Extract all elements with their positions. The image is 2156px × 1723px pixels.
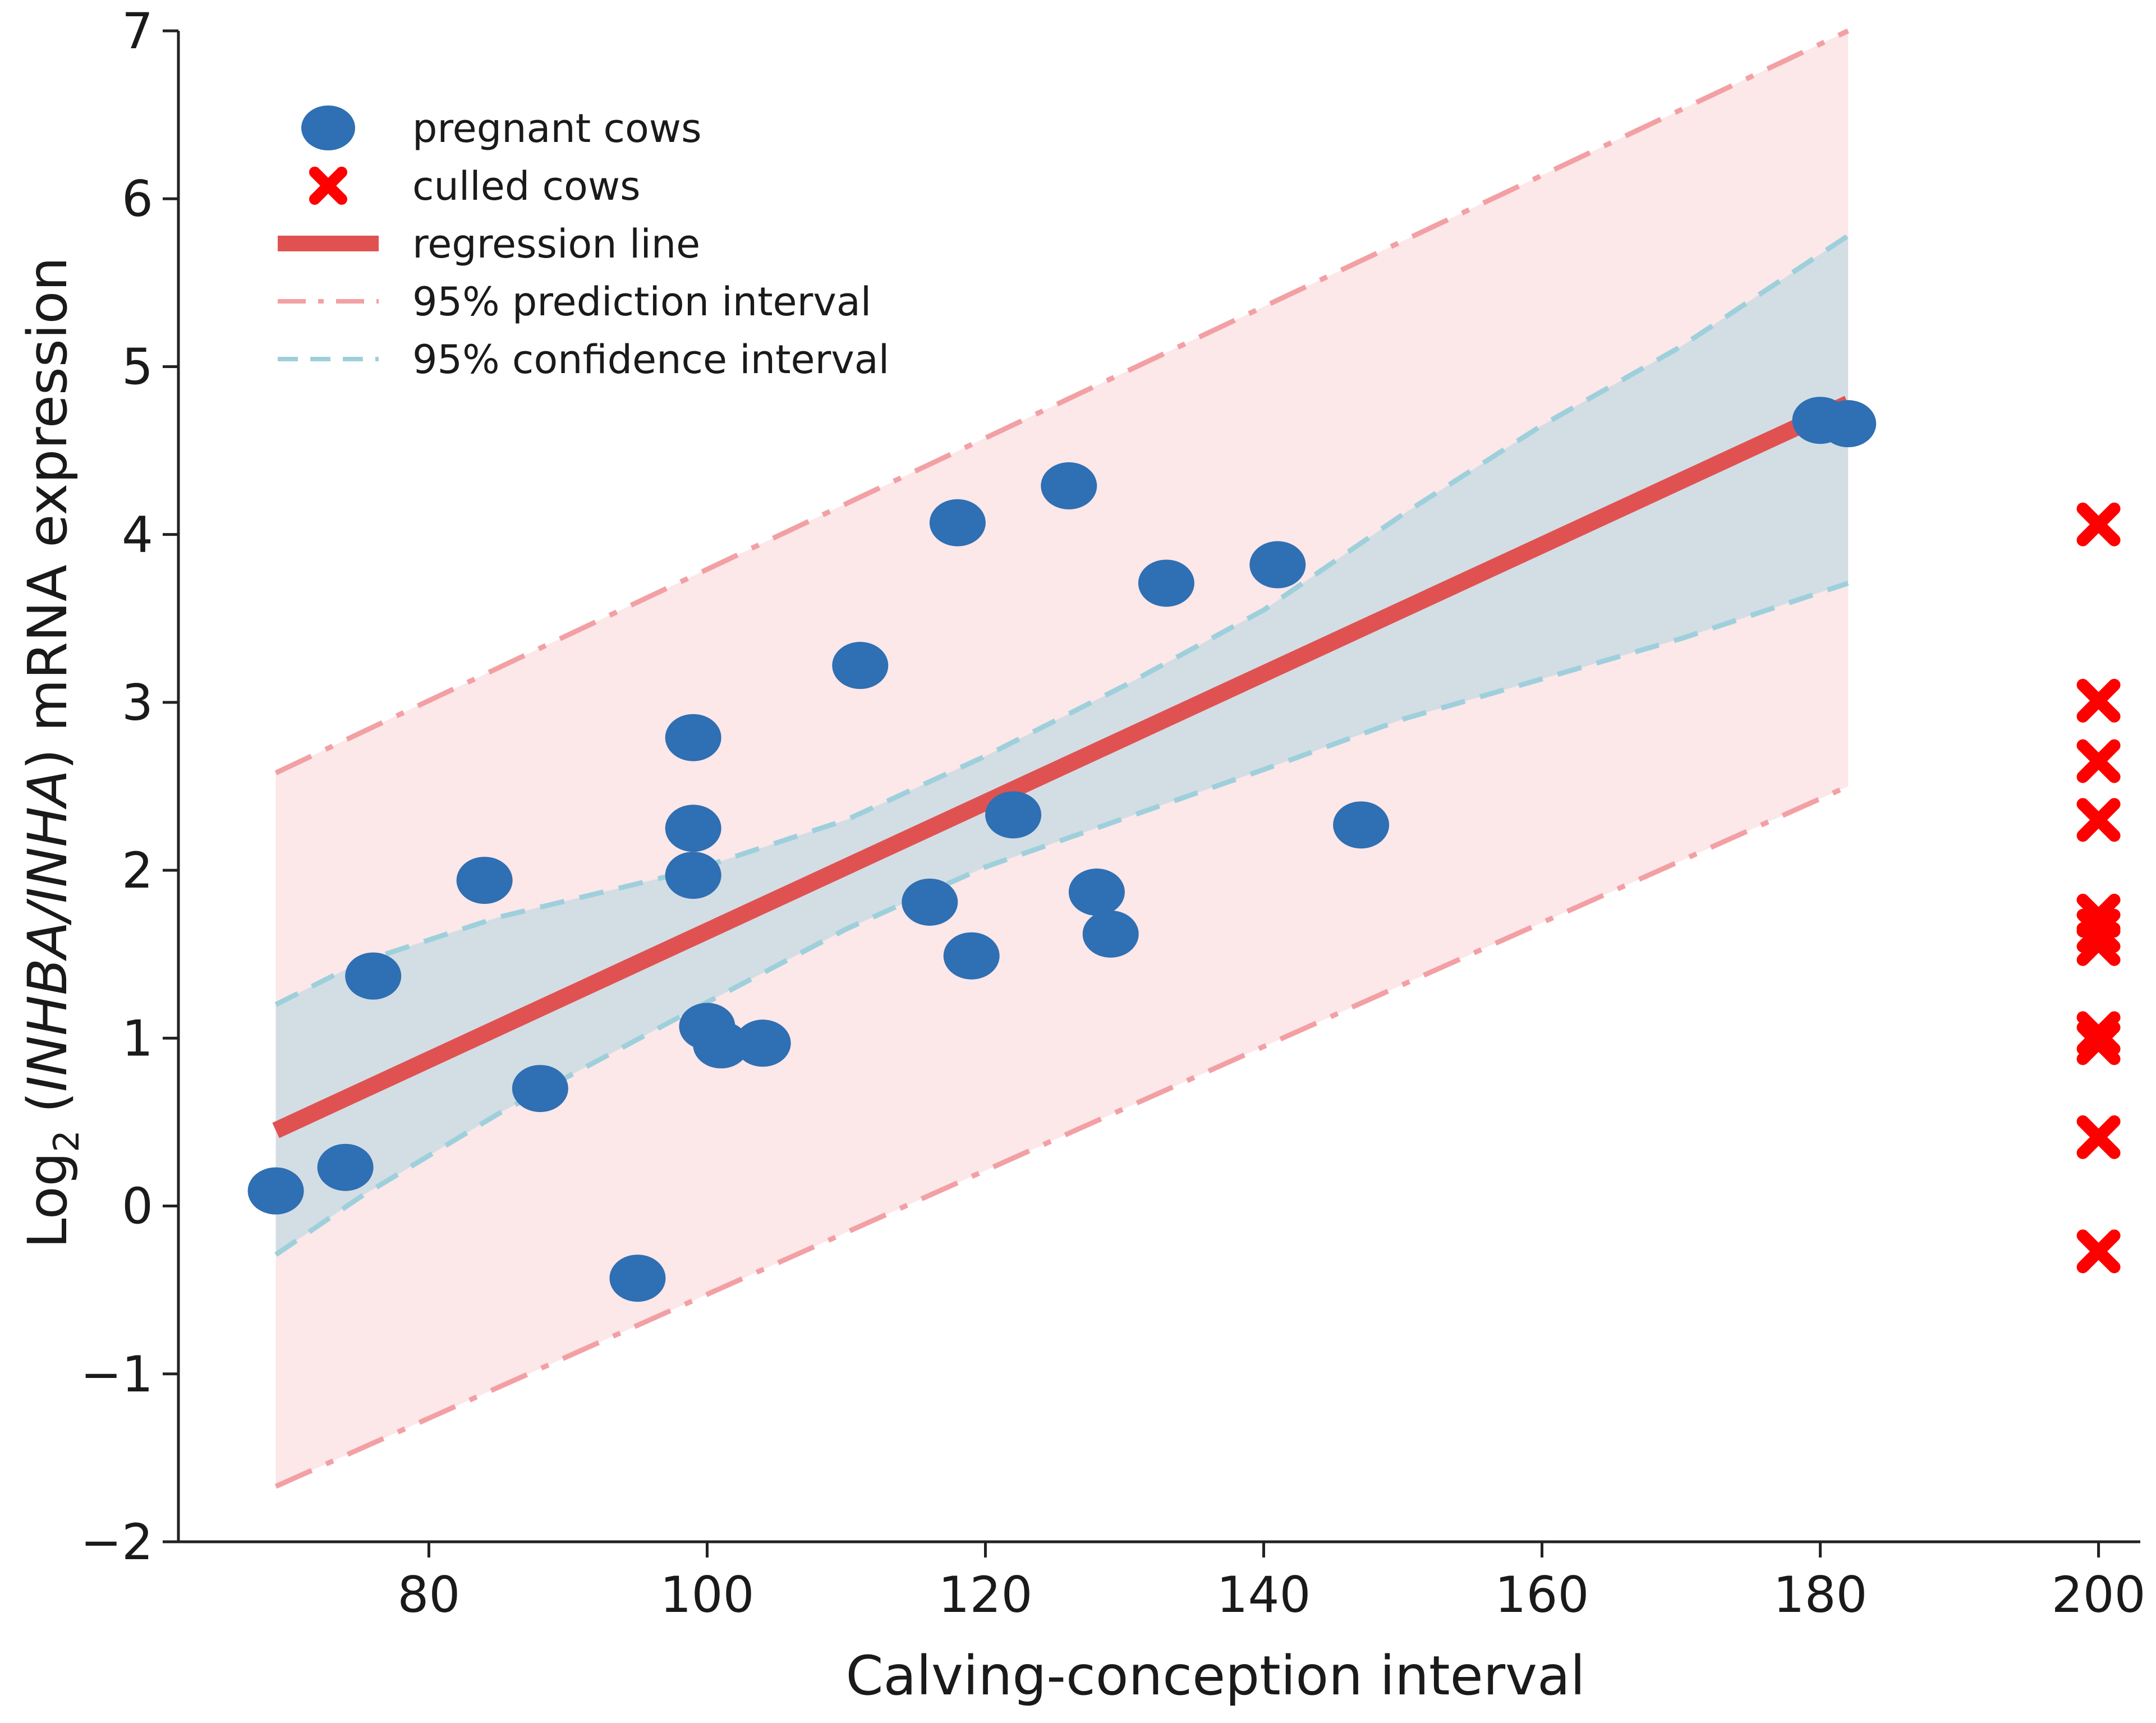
y-axis-label: Log2 (INHBA/INHA) mRNA expression [16,257,87,1248]
y-axis-label-genes: INHBA/INHA [16,770,79,1092]
culled-cow-point [2076,922,2121,966]
pregnant-cow-point [1820,400,1877,448]
y-axis-label-rest: ) mRNA expression [16,257,79,770]
culled-cow-point [2076,1021,2121,1065]
y-tick-label: 7 [122,2,153,60]
interval-lines [272,28,1852,1489]
pregnant-cow-point [693,1021,750,1069]
regression-line [272,396,1852,1138]
culled-cow-x-stroke [2076,502,2121,546]
pregnant-cow-point [456,857,513,904]
legend-pregnant-symbol [301,105,355,150]
pregnant-cow-point [943,932,1000,980]
culled-cow-x-stroke [2076,922,2121,966]
pregnant-cow-point [734,1019,791,1067]
pregnant-cow-point [985,791,1042,839]
pregnant-cow-point [665,714,721,761]
culled-cow-point [2076,1011,2121,1055]
y-tick-label: 1 [122,1009,153,1067]
culled-cow-point [2076,1229,2121,1274]
pregnant-cow-point [512,1065,568,1113]
prediction-upper-line [274,28,1850,775]
x-tick-label: 140 [1217,1566,1311,1624]
pregnant-cow-point [247,1167,304,1215]
culled-cow-point [2076,739,2121,783]
y-axis-label-prefix: Log [16,1152,79,1248]
pregnant-cow-point [832,642,889,690]
pregnant-cow-point [929,499,986,546]
legend-label: culled cows [412,163,641,209]
culled-cow-x-stroke [2076,1115,2121,1159]
y-tick-label: 0 [122,1178,153,1235]
y-tick-label: 2 [122,842,153,899]
culled-cow-point [2076,502,2121,546]
confidence-upper-line [274,233,1850,1007]
culled-cow-x-stroke [2076,798,2121,842]
legend: pregnant cows culled cows regression line 9… [278,105,889,383]
x-tick-label: 160 [1495,1566,1589,1624]
legend-label: 95% confidence interval [412,337,889,383]
legend-label: pregnant cows [412,105,702,151]
pregnant-cow-point [1068,869,1125,916]
x-tick-label: 100 [660,1566,754,1624]
prediction-lower-line [274,784,1850,1489]
y-tick-label: 5 [122,338,153,396]
pregnant-cow-point [317,1143,374,1191]
data-points [247,397,2121,1302]
pregnant-cow-point [1041,462,1097,509]
pregnant-cow-point [902,878,958,926]
pregnant-cow-point [1138,559,1194,607]
pregnant-cow-point [345,952,402,1000]
pregnant-cow-point [1333,801,1390,849]
culled-cow-x-stroke [2076,678,2121,723]
pregnant-cow-point [1082,910,1139,958]
pregnant-cow-point [1249,541,1306,589]
y-tick-label: 6 [122,170,153,228]
x-tick-label: 80 [397,1566,460,1624]
confidence-lower-line [274,581,1849,1257]
culled-cow-point [2076,1115,2121,1159]
pregnant-cow-point [665,805,721,852]
y-tick-label: −1 [80,1345,153,1403]
culled-cow-x-stroke [2076,739,2121,783]
culled-cow-point [2076,678,2121,723]
culled-cow-x-stroke [2076,1021,2121,1065]
y-axis-label-open: ( [16,1092,79,1130]
culled-cow-point [2076,798,2121,842]
pregnant-cow-point [665,852,721,899]
legend-label: regression line [412,221,700,267]
pregnant-cow-point [609,1255,666,1302]
y-axis-label-subscript: 2 [46,1130,87,1152]
legend-culled-symbol [309,167,347,205]
culled-cow-x-stroke [2076,1011,2121,1055]
x-axis-label: Calving-conception interval [846,1644,1585,1707]
confidence-band [275,236,1849,1255]
legend-label: 95% prediction interval [412,279,871,325]
x-tick-label: 120 [938,1566,1032,1624]
axes: −2 −1 0 1 2 3 4 5 6 7 80 100 120 140 160 180 200 [80,2,2145,1624]
y-tick-label: 3 [122,674,153,732]
culled-cow-x-stroke [2076,1229,2121,1274]
x-tick-label: 180 [1773,1566,1868,1624]
x-tick-label: 200 [2052,1566,2146,1624]
y-tick-label: 4 [122,506,153,564]
legend-culled-x-stroke [309,167,347,205]
y-tick-label: −2 [80,1513,153,1571]
